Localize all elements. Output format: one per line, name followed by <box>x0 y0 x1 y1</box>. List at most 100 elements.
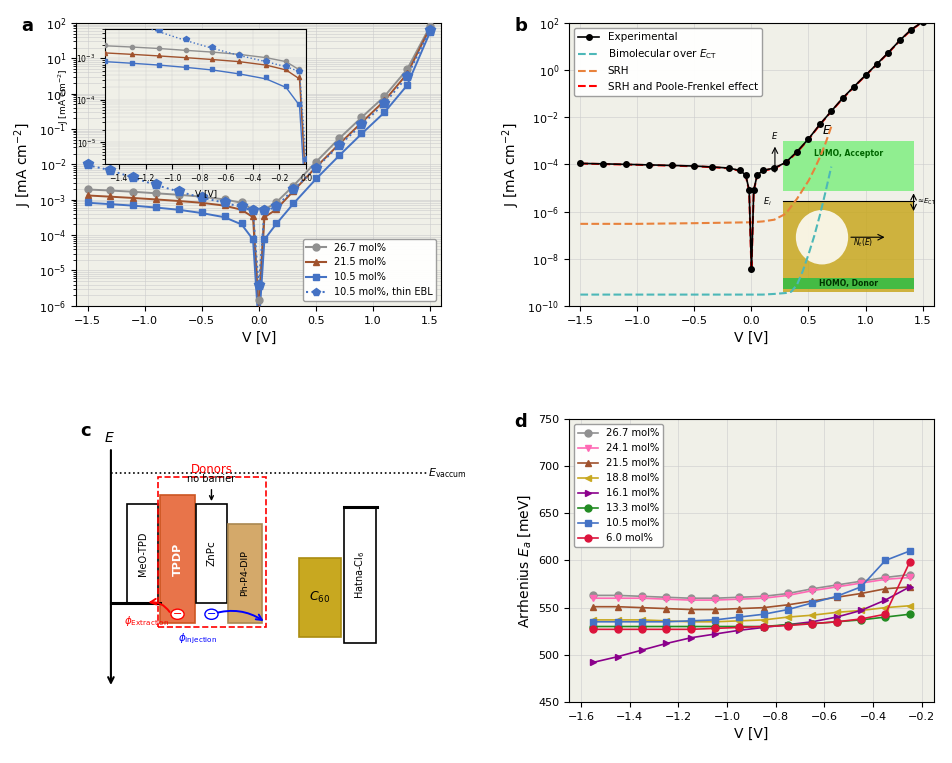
26.7 mol% <box>902 570 914 579</box>
18.8 mol% <box>879 603 890 612</box>
18.8 mol% <box>830 608 842 617</box>
21.5 mol% <box>805 597 817 606</box>
21.5 mol% <box>879 584 890 594</box>
Bar <box>160 495 194 623</box>
10.5 mol% <box>587 617 599 626</box>
16.1 mol% <box>733 626 744 635</box>
Bimolecular over $E_{\mathrm{CT}}$ <box>574 290 585 299</box>
SRH <box>802 176 813 185</box>
SRH and Poole-Frenkel effect <box>643 160 654 169</box>
SRH and Poole-Frenkel effect <box>745 266 757 275</box>
13.3 mol% <box>805 619 817 628</box>
6.0 mol% <box>757 622 768 631</box>
26.7 mol% <box>879 573 890 582</box>
10.5 mol% <box>611 617 623 626</box>
6.0 mol% <box>733 623 744 632</box>
13.3 mol% <box>587 622 599 631</box>
Text: Donors: Donors <box>191 463 233 476</box>
13.3 mol% <box>902 610 914 619</box>
Experimental <box>734 166 745 175</box>
21.5 mol% <box>660 604 671 613</box>
Bimolecular over $E_{\mathrm{CT}}$ <box>767 289 779 298</box>
Bimolecular over $E_{\mathrm{CT}}$ <box>756 290 767 299</box>
10.5 mol% <box>854 582 865 591</box>
6.0 mol% <box>902 558 914 567</box>
26.7 mol% <box>830 581 842 590</box>
13.3 mol% <box>660 622 671 631</box>
6.0 mol% <box>611 625 623 634</box>
X-axis label: V [V]: V [V] <box>733 727 768 741</box>
26.7 mol% <box>611 591 623 600</box>
Text: $E_{\mathrm{vaccum}}$: $E_{\mathrm{vaccum}}$ <box>428 466 466 480</box>
SRH and Poole-Frenkel effect <box>882 48 893 57</box>
16.1 mol% <box>684 633 696 642</box>
Bar <box>158 477 266 627</box>
Experimental <box>813 120 824 129</box>
Y-axis label: J [mA cm$^{-2}$]: J [mA cm$^{-2}$] <box>500 122 521 207</box>
10.5 mol% <box>733 613 744 622</box>
Experimental <box>740 171 751 180</box>
18.8 mol% <box>684 617 696 626</box>
18.8 mol% <box>854 606 865 615</box>
X-axis label: V [V]: V [V] <box>241 331 276 345</box>
18.8 mol% <box>587 615 599 624</box>
SRH and Poole-Frenkel effect <box>597 159 608 169</box>
Experimental <box>747 185 759 195</box>
SRH and Poole-Frenkel effect <box>767 164 779 173</box>
Experimental <box>665 161 677 170</box>
Experimental <box>767 163 779 172</box>
SRH <box>790 194 802 203</box>
10.5 mol% <box>902 546 914 555</box>
Line: 13.3 mol%: 13.3 mol% <box>589 610 912 630</box>
SRH <box>767 215 779 224</box>
Experimental <box>870 60 882 69</box>
Experimental <box>893 36 904 45</box>
10.5 mol% <box>660 617 671 626</box>
Text: b: b <box>514 18 526 35</box>
Text: $\phi_{\mathrm{Injection}}$: $\phi_{\mathrm{Injection}}$ <box>178 632 217 646</box>
Text: Hatna-Cl$_6$: Hatna-Cl$_6$ <box>353 550 367 599</box>
Experimental <box>847 82 859 91</box>
Bar <box>128 504 158 603</box>
Text: $\phi_{\mathrm{Extraction}}$: $\phi_{\mathrm{Extraction}}$ <box>124 614 169 628</box>
Text: $C_{60}$: $C_{60}$ <box>308 590 330 605</box>
SRH and Poole-Frenkel effect <box>779 159 790 168</box>
26.7 mol% <box>684 594 696 603</box>
SRH <box>745 217 757 227</box>
SRH and Poole-Frenkel effect <box>740 171 751 180</box>
Bimolecular over $E_{\mathrm{CT}}$ <box>819 187 830 196</box>
6.0 mol% <box>879 610 890 619</box>
Text: −: − <box>207 609 216 620</box>
16.1 mol% <box>879 595 890 604</box>
21.5 mol% <box>782 600 793 610</box>
Bimolecular over $E_{\mathrm{CT}}$ <box>824 162 836 171</box>
SRH and Poole-Frenkel effect <box>620 160 631 169</box>
Experimental <box>705 163 717 172</box>
SRH and Poole-Frenkel effect <box>705 163 717 172</box>
24.1 mol% <box>733 594 744 604</box>
26.7 mol% <box>805 584 817 594</box>
16.1 mol% <box>757 623 768 632</box>
18.8 mol% <box>660 617 671 626</box>
24.1 mol% <box>782 591 793 600</box>
Experimental <box>620 159 631 169</box>
Text: $E$: $E$ <box>822 124 831 137</box>
6.0 mol% <box>587 625 599 634</box>
Experimental <box>756 166 767 175</box>
10.5 mol% <box>636 617 647 626</box>
Bar <box>228 523 262 623</box>
13.3 mol% <box>879 613 890 622</box>
Line: 24.1 mol%: 24.1 mol% <box>589 574 912 604</box>
18.8 mol% <box>611 615 623 624</box>
SRH and Poole-Frenkel effect <box>802 135 813 144</box>
24.1 mol% <box>879 575 890 584</box>
Legend: 26.7 mol%, 24.1 mol%, 21.5 mol%, 18.8 mol%, 16.1 mol%, 13.3 mol%, 10.5 mol%, 6.0: 26.7 mol%, 24.1 mol%, 21.5 mol%, 18.8 mo… <box>573 424 663 547</box>
Experimental <box>790 147 802 156</box>
Text: −: − <box>172 609 182 620</box>
21.5 mol% <box>830 593 842 602</box>
SRH <box>807 165 819 174</box>
Experimental <box>643 160 654 169</box>
Line: Bimolecular over $E_{\mathrm{CT}}$: Bimolecular over $E_{\mathrm{CT}}$ <box>580 166 830 295</box>
Experimental <box>779 158 790 167</box>
16.1 mol% <box>587 658 599 667</box>
